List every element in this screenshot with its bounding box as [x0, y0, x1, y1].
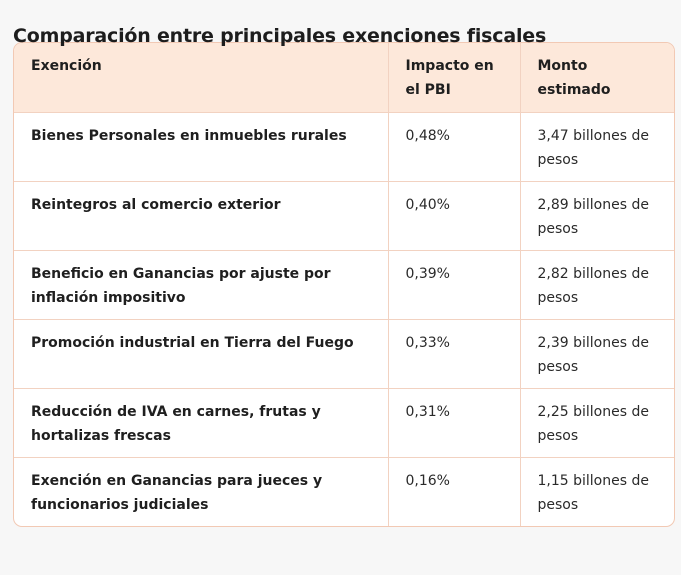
header-row: Exención Impacto en el PBI Monto estimad…: [14, 43, 674, 112]
cell-monto-estimado: 2,82 billones de pesos: [519, 249, 674, 319]
table-header: Exención Impacto en el PBI Monto estimad…: [14, 43, 674, 112]
cell-impacto-pbi: 0,33%: [387, 318, 520, 388]
comparison-table: Exención Impacto en el PBI Monto estimad…: [14, 43, 674, 526]
table-row: Promoción industrial en Tierra del Fuego…: [14, 318, 674, 388]
table-row: Reducción de IVA en carnes, frutas y hor…: [14, 387, 674, 457]
table-row: Reintegros al comercio exterior 0,40% 2,…: [14, 180, 674, 250]
cell-impacto-pbi: 0,48%: [387, 111, 520, 181]
cell-exencion: Beneficio en Ganancias por ajuste por in…: [14, 249, 388, 319]
table-row: Exención en Ganancias para jueces y func…: [14, 456, 674, 526]
cell-exencion: Bienes Personales en inmuebles rurales: [14, 111, 388, 181]
cell-impacto-pbi: 0,16%: [387, 456, 520, 526]
cell-exencion: Exención en Ganancias para jueces y func…: [14, 456, 388, 526]
table-row: Bienes Personales en inmuebles rurales 0…: [14, 111, 674, 181]
table-title: Comparación entre principales exenciones…: [13, 25, 547, 47]
cell-exencion: Reintegros al comercio exterior: [14, 180, 388, 250]
header-exencion: Exención: [31, 58, 102, 74]
cell-impacto-pbi: 0,40%: [387, 180, 520, 250]
header-impacto-pbi: Impacto en el PBI: [387, 43, 520, 112]
cell-monto-estimado: 2,89 billones de pesos: [519, 180, 674, 250]
cell-impacto-pbi: 0,31%: [387, 387, 520, 457]
cell-monto-estimado: 1,15 billones de pesos: [519, 456, 674, 526]
cell-monto-estimado: 2,39 billones de pesos: [519, 318, 674, 388]
cell-impacto-pbi: 0,39%: [387, 249, 520, 319]
cell-monto-estimado: 3,47 billones de pesos: [519, 111, 674, 181]
comparison-table-container: Exención Impacto en el PBI Monto estimad…: [13, 42, 675, 527]
header-monto-estimado: Monto estimado: [519, 43, 674, 112]
cell-exencion: Promoción industrial en Tierra del Fuego: [14, 318, 388, 388]
cell-exencion: Reducción de IVA en carnes, frutas y hor…: [14, 387, 388, 457]
table-row: Beneficio en Ganancias por ajuste por in…: [14, 249, 674, 319]
table-body: Bienes Personales en inmuebles rurales 0…: [14, 111, 674, 526]
cell-monto-estimado: 2,25 billones de pesos: [519, 387, 674, 457]
